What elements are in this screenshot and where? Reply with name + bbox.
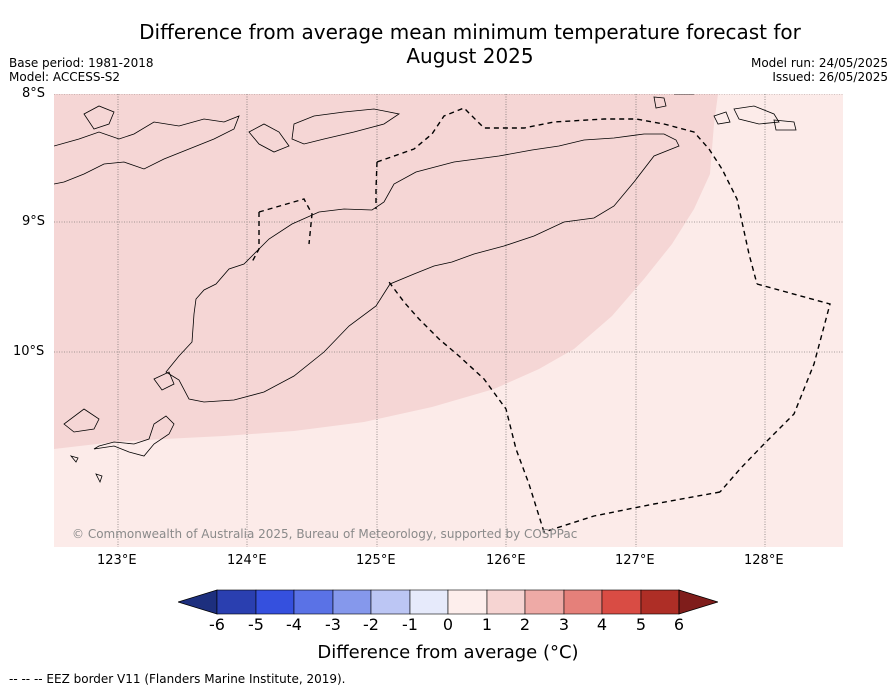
eez-border-north xyxy=(376,107,758,285)
eez-border-west xyxy=(388,281,545,533)
eez-borders xyxy=(251,107,831,533)
coastline-savu xyxy=(93,415,175,457)
anomaly-band-1-2 xyxy=(54,94,718,449)
coastline-solor xyxy=(248,123,290,153)
lon-label-123e: 123°E xyxy=(97,553,137,568)
colorbar-bin-m1-0 xyxy=(370,589,411,615)
coastline-semau xyxy=(153,371,175,391)
colorbar-bin-4-5 xyxy=(563,589,603,615)
meta-right: Model run: 24/05/2025 Issued: 26/05/2025 xyxy=(751,56,888,84)
colorbar-label: Difference from average (°C) xyxy=(317,642,579,663)
colorbar-tick: -6 xyxy=(209,615,225,634)
lon-label-125e: 125°E xyxy=(356,553,396,568)
title-line-2: August 2025 xyxy=(406,44,534,68)
lat-label-10s: 10°S xyxy=(13,344,45,359)
coastline-islet-2 xyxy=(653,96,667,109)
colorbar-tick: -1 xyxy=(402,615,418,634)
copyright-notice: © Commonwealth of Australia 2025, Bureau… xyxy=(72,527,578,541)
coastline-timor xyxy=(165,133,680,403)
chart-title: Difference from average mean minimum tem… xyxy=(110,20,830,68)
coastline-rote xyxy=(63,408,100,433)
lon-label-128e: 128°E xyxy=(744,553,784,568)
graticule xyxy=(54,94,843,547)
colorbar-bin-3-4 xyxy=(524,589,565,615)
colorbar-bin-5-6 xyxy=(601,589,642,615)
eez-border-upper-west xyxy=(375,161,378,209)
forecast-map xyxy=(54,94,843,547)
colorbar-bin-m5-m4 xyxy=(216,589,257,615)
colorbar xyxy=(178,589,718,615)
meta-left: Base period: 1981-2018 Model: ACCESS-S2 xyxy=(9,56,154,84)
issued-date: Issued: 26/05/2025 xyxy=(772,70,888,84)
model-run: Model run: 24/05/2025 xyxy=(750,56,888,70)
eez-border-east xyxy=(719,283,831,493)
colorbar-bin-m2-m1 xyxy=(332,589,372,615)
coastlines xyxy=(54,94,797,484)
lon-label-124e: 124°E xyxy=(227,553,267,568)
coastline-islet-5 xyxy=(95,473,103,484)
colorbar-bin-1-2 xyxy=(447,589,488,615)
colorbar-tick: -3 xyxy=(325,615,341,634)
title-line-1: Difference from average mean minimum tem… xyxy=(139,20,801,44)
coastline-islet-1 xyxy=(713,111,731,125)
model-name: Model: ACCESS-S2 xyxy=(9,70,121,84)
colorbar-tick: -4 xyxy=(286,615,302,634)
lon-label-127e: 127°E xyxy=(615,553,655,568)
lon-label-126e: 126°E xyxy=(486,553,526,568)
colorbar-tick: 2 xyxy=(519,615,531,634)
coastline-islet-4 xyxy=(69,455,79,463)
eez-border-south xyxy=(543,491,721,533)
coastline-islet-3 xyxy=(773,119,797,131)
eez-footnote: -- -- -- EEZ border V11 (Flanders Marine… xyxy=(9,672,346,686)
eez-border-enclave xyxy=(251,198,313,263)
coastline-flores xyxy=(54,115,240,185)
colorbar-tick: -5 xyxy=(248,615,264,634)
colorbar-tick: 0 xyxy=(442,615,454,634)
colorbar-tick: 6 xyxy=(673,615,685,634)
colorbar-tick: -2 xyxy=(363,615,379,634)
colorbar-tick: 3 xyxy=(558,615,570,634)
lat-label-9s: 9°S xyxy=(22,214,46,229)
coastline-wetar-east xyxy=(733,105,780,125)
coastline-pantar xyxy=(83,105,115,130)
colorbar-bin-m3-m2 xyxy=(293,589,334,615)
colorbar-tick: 4 xyxy=(596,615,608,634)
colorbar-over-arrow xyxy=(678,589,718,615)
lat-label-8s: 8°S xyxy=(22,86,46,101)
colorbar-under-arrow xyxy=(178,589,218,615)
colorbar-bin-2-3 xyxy=(486,589,526,615)
colorbar-tick: 5 xyxy=(635,615,647,634)
colorbar-bin-m4-m3 xyxy=(255,589,295,615)
colorbar-bin-6-7 xyxy=(640,589,680,615)
coastline-lembata xyxy=(291,108,401,145)
colorbar-bin-0-1 xyxy=(409,589,449,615)
base-period: Base period: 1981-2018 xyxy=(9,56,154,70)
colorbar-tick: 1 xyxy=(481,615,493,634)
